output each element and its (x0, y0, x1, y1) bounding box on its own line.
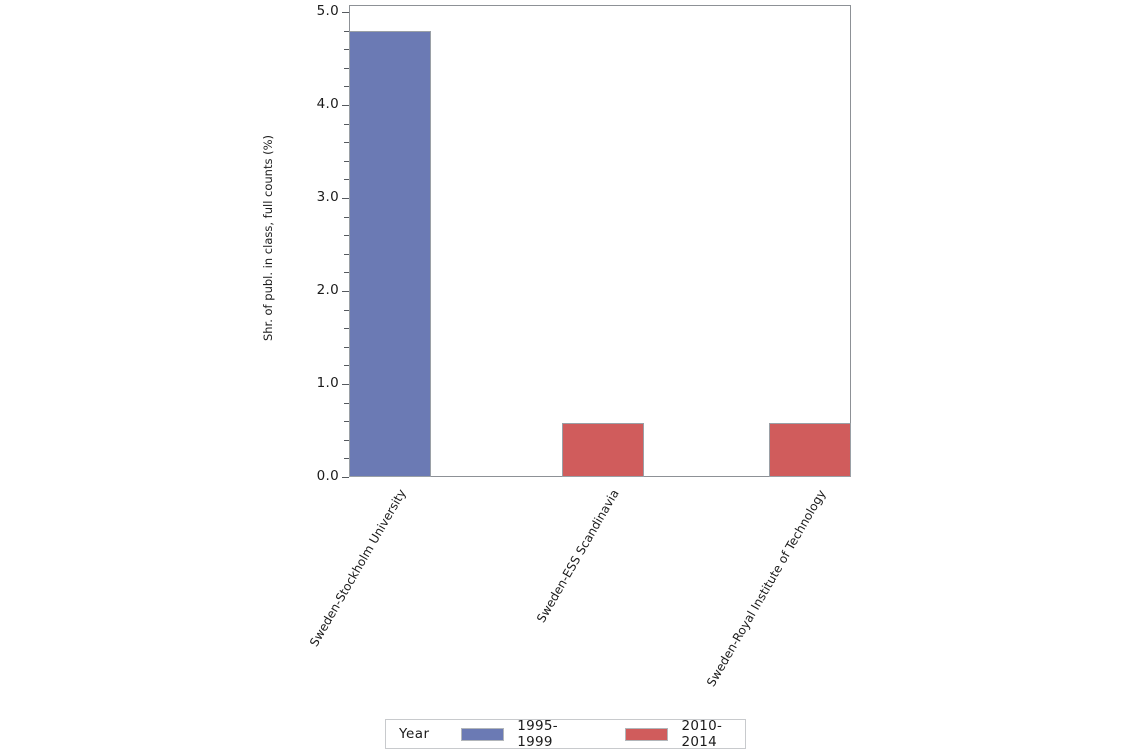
legend-entry-2010-2014[interactable]: 2010-2014 (624, 718, 745, 750)
y-tick-label: 4.0 (316, 96, 339, 112)
y-tick-label: 1.0 (316, 375, 339, 391)
plot-area (349, 5, 851, 477)
x-tick-label: Sweden-ESS Scandinavia (533, 486, 622, 625)
y-tick-label: 2.0 (316, 282, 339, 298)
y-tick-minor (344, 328, 349, 329)
y-tick-minor (344, 254, 349, 255)
y-tick-minor (344, 235, 349, 236)
y-tick-minor (344, 124, 349, 125)
bar[interactable] (769, 423, 851, 477)
legend-label-2010-2014: 2010-2014 (681, 718, 723, 750)
y-tick-minor (344, 421, 349, 422)
y-tick-label: 5.0 (316, 3, 339, 19)
y-tick-major (342, 12, 349, 13)
y-tick-minor (344, 31, 349, 32)
y-tick-minor (344, 68, 349, 69)
y-axis-title: Shr. of publ. in class, full counts (%) (261, 134, 275, 342)
y-tick-minor (344, 347, 349, 348)
legend-swatch-1995-1999 (460, 727, 505, 741)
y-tick-minor (344, 272, 349, 273)
legend-title: Year (399, 726, 430, 742)
legend: Year 1995-1999 2010-2014 (385, 718, 746, 750)
y-tick-major (342, 198, 349, 199)
legend-label-1995-1999: 1995-1999 (517, 718, 558, 750)
y-tick-minor (344, 365, 349, 366)
y-tick-major (342, 105, 349, 106)
y-tick-minor (344, 310, 349, 311)
y-tick-label: 3.0 (316, 189, 339, 205)
y-tick-minor (344, 86, 349, 87)
legend-swatch-2010-2014 (624, 727, 669, 741)
y-tick-minor (344, 161, 349, 162)
x-tick-label: Sweden-Royal Institute of Technology (703, 487, 828, 689)
y-tick-major (342, 477, 349, 478)
bar[interactable] (349, 31, 431, 477)
y-tick-minor (344, 440, 349, 441)
y-tick-minor (344, 179, 349, 180)
y-tick-minor (344, 403, 349, 404)
y-tick-minor (344, 217, 349, 218)
y-tick-major (342, 384, 349, 385)
x-tick-label: Sweden-Stockholm University (306, 486, 409, 650)
y-tick-minor (344, 49, 349, 50)
legend-entry-1995-1999[interactable]: 1995-1999 (460, 718, 581, 750)
bar[interactable] (562, 423, 644, 477)
y-tick-major (342, 291, 349, 292)
y-tick-minor (344, 142, 349, 143)
y-tick-label: 0.0 (316, 468, 339, 484)
y-tick-minor (344, 458, 349, 459)
